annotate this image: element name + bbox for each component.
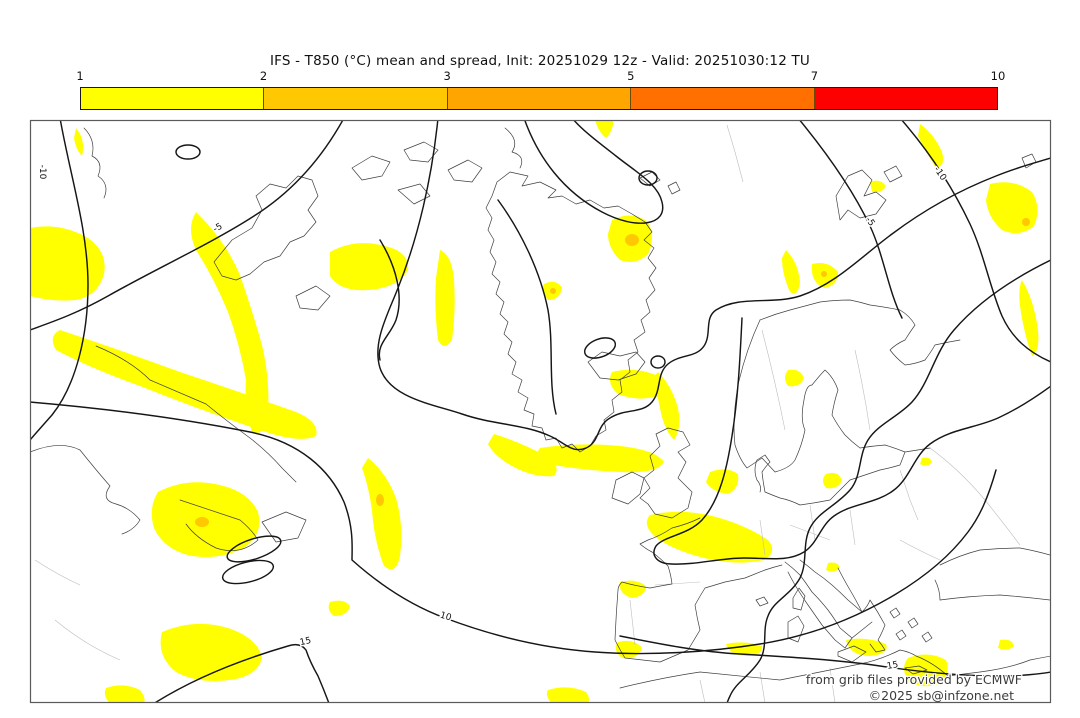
contour-minus10-west <box>31 121 89 440</box>
coastlines <box>31 127 1050 689</box>
coast-svalbard <box>835 169 887 221</box>
colorbar-tick-3: 3 <box>443 69 451 83</box>
coast-blacksea <box>939 547 1050 566</box>
contour-ne-diagonal-2 <box>901 121 1050 363</box>
coast-labrador <box>95 345 297 483</box>
coast-uk <box>639 427 693 519</box>
coast-baffin <box>213 175 319 281</box>
contour-baffin-loop <box>524 121 664 224</box>
contour-label: 15 <box>299 636 312 648</box>
contour-greenland-ice <box>497 199 557 415</box>
coast-greece <box>861 599 886 653</box>
colorbar-tick-1: 1 <box>76 69 84 83</box>
colorbar-tick-10: 10 <box>990 69 1006 83</box>
colorbar <box>80 87 998 110</box>
page-title: IFS - T850 (°C) mean and spread, Init: 2… <box>269 53 811 69</box>
colorbar-segment-7-10 <box>813 88 998 109</box>
coast-scandinavia <box>733 319 931 473</box>
coast-turkey <box>939 594 1050 601</box>
coast-italy <box>784 561 853 649</box>
colorbar-ticks: 1 2 3 5 7 10 <box>76 69 1005 84</box>
coast-greenland <box>485 171 657 453</box>
contour-label: -10 <box>37 165 47 180</box>
contour-ne-diagonal-1 <box>799 121 903 319</box>
coast-west-europe <box>614 517 783 663</box>
contour-hudson-hook <box>378 239 400 361</box>
map-credits: from grib files provided by ECMWF ©2025 … <box>805 671 1024 703</box>
coast-north-africa <box>619 649 1050 689</box>
contour-label: 15 <box>886 660 899 672</box>
contour-minus5-canada <box>31 121 344 331</box>
colorbar-tick-7: 7 <box>810 69 819 83</box>
contour-10-south <box>31 401 997 655</box>
contour-15-africa <box>619 635 1050 677</box>
colorbar-segment-5-7 <box>630 88 814 109</box>
coast-newfoundland <box>261 511 307 543</box>
coast-adriatic <box>799 559 863 613</box>
colorbar-tick-5: 5 <box>627 69 635 83</box>
map-frame <box>29 119 1052 704</box>
contour-label: 10 <box>439 611 453 624</box>
contour-zero-atlantic <box>377 121 1050 451</box>
spread-shading-level1 <box>31 121 1039 702</box>
colorbar-tick-2: 2 <box>259 69 268 83</box>
colorbar-segment-3-5 <box>446 88 631 109</box>
temperature-contours <box>31 121 1050 702</box>
colorbar-segment-2-3 <box>263 88 447 109</box>
credit-line-copyright: ©2025 sb@infzone.net <box>869 688 1014 703</box>
border-lines <box>34 124 1021 702</box>
coast-ireland <box>611 471 645 505</box>
contour-east-europe <box>726 259 1050 702</box>
credit-line-source: from grib files provided by ECMWF <box>806 672 1022 687</box>
spread-shading-level2 <box>195 218 1030 527</box>
contour-15-southwest <box>155 643 330 702</box>
colorbar-segment-1-2 <box>81 88 264 109</box>
contour-europe-trough <box>653 317 1050 565</box>
